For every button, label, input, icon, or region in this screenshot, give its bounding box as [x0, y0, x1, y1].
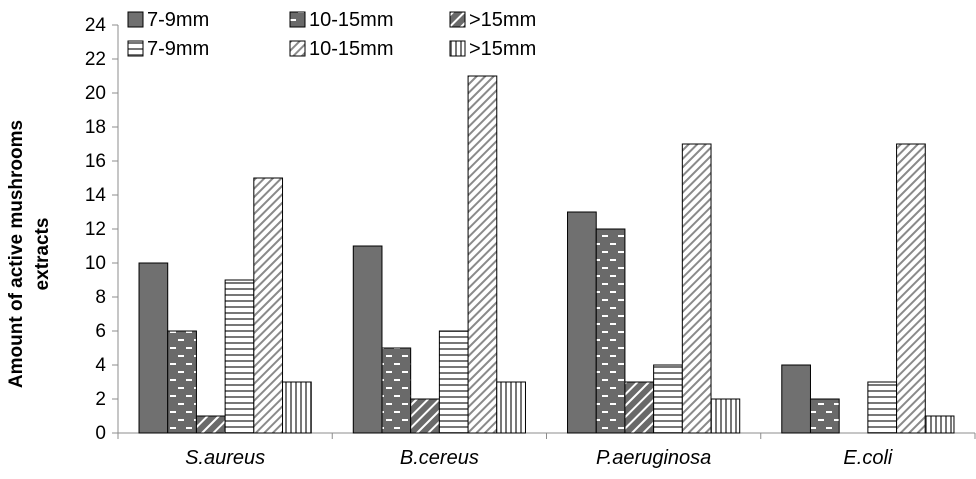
y-tick-label: 8 — [95, 287, 106, 308]
bars — [138, 75, 955, 434]
bar — [282, 381, 312, 434]
bar — [809, 398, 840, 434]
legend-swatch — [449, 11, 466, 28]
y-tick-label: 16 — [85, 151, 106, 172]
y-tick-label: 18 — [85, 117, 106, 138]
bar — [867, 381, 898, 434]
legend-label: 10-15mm — [309, 9, 393, 31]
bar — [167, 330, 197, 434]
y-tick-label: 2 — [95, 389, 106, 410]
legend-swatch — [289, 11, 306, 28]
legend-label: >15mm — [469, 9, 536, 31]
legend-swatch — [289, 40, 306, 57]
legend-label: 10-15mm — [309, 38, 393, 60]
x-axis: S.aureus B.cereus P.aeruginosa E.coli — [117, 432, 976, 469]
legend-swatch — [127, 40, 144, 57]
bar — [924, 415, 955, 434]
legend-swatch — [127, 11, 144, 28]
y-tick-label: 14 — [85, 185, 107, 206]
bar — [224, 279, 255, 434]
x-tick-label: E.coli — [843, 447, 892, 469]
bar — [496, 381, 526, 434]
x-tick-label: B.cereus — [400, 447, 479, 469]
legend-label: >15mm — [469, 38, 536, 60]
y-tick-label: 22 — [85, 49, 106, 70]
y-axis-label: Amount of active mushrooms extracts — [6, 120, 53, 388]
bar — [195, 415, 226, 434]
bar — [410, 398, 440, 434]
y-tick-label: 12 — [85, 219, 106, 240]
bar — [138, 262, 169, 434]
bar — [352, 245, 383, 434]
legend-label: 7-9mm — [147, 9, 209, 31]
y-tick-label: 6 — [95, 321, 106, 342]
bar — [381, 347, 412, 434]
bar — [595, 228, 626, 434]
bar — [438, 330, 469, 434]
bar — [253, 177, 284, 434]
bar — [624, 381, 655, 434]
bar — [781, 364, 811, 434]
y-tick-label: 10 — [85, 253, 106, 274]
bar — [467, 75, 498, 434]
y-tick-label: 20 — [85, 83, 106, 104]
y-axis-label-line: extracts — [32, 218, 53, 291]
x-tick-label: S.aureus — [185, 447, 265, 469]
y-tick-label: 0 — [95, 423, 106, 444]
y-tick-label: 24 — [85, 15, 107, 36]
bar — [896, 143, 926, 434]
bar — [710, 398, 741, 434]
y-axis-label-line: Amount of active mushrooms — [6, 120, 27, 388]
bar — [653, 364, 683, 434]
legend: 7-9mm 10-15mm >15mm 7-9mm 10-15mm >15mm — [127, 9, 536, 60]
bar — [681, 143, 712, 434]
x-tick-label: P.aeruginosa — [596, 447, 711, 469]
legend-label: 7-9mm — [147, 38, 209, 60]
legend-swatch — [449, 40, 466, 57]
y-tick-label: 4 — [95, 355, 106, 376]
bar — [567, 211, 597, 434]
